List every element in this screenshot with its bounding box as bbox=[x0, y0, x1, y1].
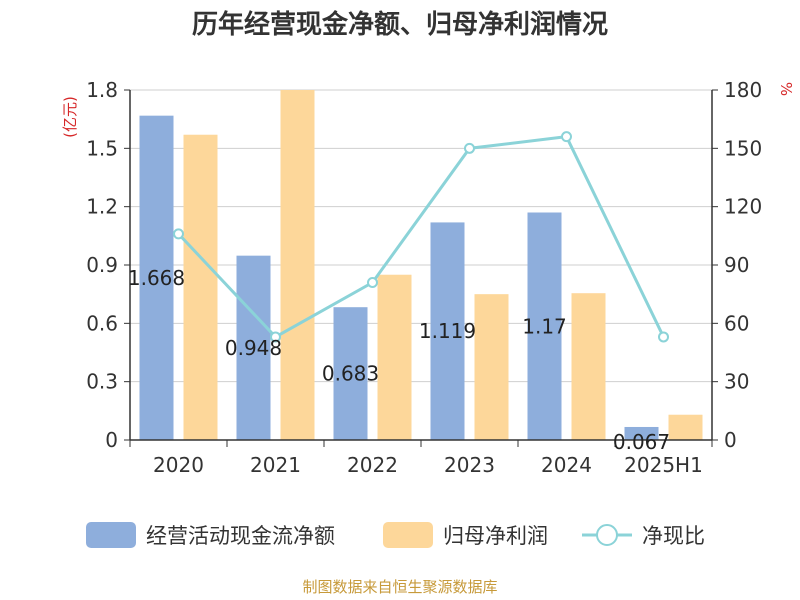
bar bbox=[571, 293, 606, 440]
chart-title: 历年经营现金净额、归母净利润情况 bbox=[191, 10, 608, 40]
left-tick-label: 0.3 bbox=[86, 370, 118, 394]
bar bbox=[377, 274, 412, 440]
ratio-point bbox=[367, 277, 378, 288]
bar-value-label: 0.683 bbox=[322, 362, 379, 386]
bar-labels: 1.668 0.948 0.683 1.119 1.17 0.067 bbox=[128, 266, 670, 454]
bar-value-label: 1.119 bbox=[419, 319, 476, 343]
bar bbox=[624, 426, 659, 440]
ratio-line-path bbox=[177, 135, 665, 339]
x-tick-label: 2024 bbox=[541, 453, 592, 477]
right-tick-label: 150 bbox=[724, 136, 762, 160]
right-tick-label: 90 bbox=[724, 253, 749, 277]
bar bbox=[236, 255, 271, 440]
right-tick-label: 60 bbox=[724, 311, 749, 335]
ratio-point bbox=[464, 142, 475, 154]
right-tick-label: 0 bbox=[724, 428, 737, 452]
left-tick-label: 0.6 bbox=[86, 311, 118, 335]
ratio-point bbox=[658, 331, 669, 343]
x-tick-label: 2020 bbox=[153, 453, 204, 477]
bar-value-label: 1.17 bbox=[522, 314, 567, 338]
bar-value-label: 1.668 bbox=[128, 266, 185, 290]
bar bbox=[430, 222, 465, 440]
bar-value-label: 0.067 bbox=[613, 430, 670, 454]
data-source-note: 制图数据来自恒生聚源数据库 bbox=[302, 578, 498, 596]
legend-marker bbox=[596, 524, 618, 546]
ratio-point bbox=[270, 331, 281, 343]
left-axis-unit: (亿元) bbox=[61, 96, 79, 138]
x-tick-label: 2021 bbox=[250, 453, 301, 477]
right-tick-label: 180 bbox=[724, 78, 762, 102]
left-tick-label: 0.9 bbox=[86, 253, 118, 277]
left-tick-label: 1.5 bbox=[86, 136, 118, 160]
x-tick-label: 2025H1 bbox=[624, 453, 703, 477]
bar-value-label: 0.948 bbox=[225, 336, 282, 360]
ratio-line bbox=[173, 131, 669, 343]
left-tick-label: 0 bbox=[105, 428, 118, 452]
legend-swatch bbox=[383, 522, 433, 548]
legend-label: 净现比 bbox=[642, 524, 705, 548]
ratio-point bbox=[173, 228, 184, 240]
legend: 经营活动现金流净额 归母净利润 净现比 bbox=[86, 522, 705, 548]
bar bbox=[527, 212, 562, 440]
legend-swatch bbox=[86, 522, 136, 548]
bar bbox=[183, 134, 218, 440]
bar bbox=[280, 90, 315, 440]
left-tick-label: 1.8 bbox=[86, 78, 118, 102]
bar bbox=[668, 414, 703, 440]
gridlines bbox=[130, 89, 712, 383]
legend-label: 归母净利润 bbox=[443, 524, 548, 548]
axes: 0 0.3 0.6 0.9 1.2 1.5 1.8 0 30 60 90 120 150 180 2020 2… bbox=[86, 78, 762, 477]
ratio-point bbox=[561, 131, 572, 143]
legend-label: 经营活动现金流净额 bbox=[146, 524, 335, 548]
right-tick-label: 30 bbox=[724, 370, 749, 394]
bars bbox=[139, 90, 703, 441]
bar bbox=[139, 115, 174, 441]
right-axis-unit: % bbox=[777, 82, 795, 96]
x-tick-label: 2022 bbox=[347, 453, 398, 477]
left-tick-label: 1.2 bbox=[86, 195, 118, 219]
bar bbox=[474, 294, 509, 440]
bar bbox=[333, 307, 368, 440]
x-tick-label: 2023 bbox=[444, 453, 495, 477]
right-tick-label: 120 bbox=[724, 195, 762, 219]
